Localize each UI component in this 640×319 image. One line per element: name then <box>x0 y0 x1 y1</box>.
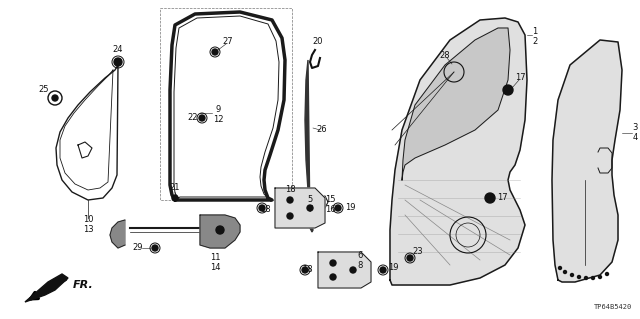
Text: TP64B5420: TP64B5420 <box>594 304 632 310</box>
Circle shape <box>380 267 386 273</box>
Circle shape <box>307 205 313 211</box>
Polygon shape <box>390 18 527 285</box>
Text: 29: 29 <box>132 243 143 253</box>
Circle shape <box>259 205 265 211</box>
Circle shape <box>114 58 122 66</box>
Text: 17: 17 <box>497 194 508 203</box>
Circle shape <box>485 193 495 203</box>
Circle shape <box>577 276 580 278</box>
Text: 27: 27 <box>223 38 234 47</box>
Circle shape <box>287 213 293 219</box>
Text: 2: 2 <box>532 38 538 47</box>
Text: 19: 19 <box>345 204 355 212</box>
Text: 26: 26 <box>317 125 327 135</box>
Text: 28: 28 <box>440 50 451 60</box>
Polygon shape <box>318 252 371 288</box>
Text: 4: 4 <box>632 133 637 143</box>
Polygon shape <box>552 40 622 282</box>
Circle shape <box>559 266 561 270</box>
Circle shape <box>216 226 224 234</box>
Text: 11: 11 <box>210 254 220 263</box>
Circle shape <box>598 276 602 278</box>
Polygon shape <box>25 274 68 302</box>
Text: 23: 23 <box>413 248 423 256</box>
Circle shape <box>152 245 158 251</box>
Circle shape <box>199 115 205 121</box>
Text: 18: 18 <box>301 265 312 275</box>
Text: 14: 14 <box>210 263 220 272</box>
Text: FR.: FR. <box>73 280 93 290</box>
Text: 19: 19 <box>388 263 398 272</box>
Text: 5: 5 <box>307 196 312 204</box>
Text: 10: 10 <box>83 216 93 225</box>
Circle shape <box>563 271 566 273</box>
Text: 7: 7 <box>307 205 313 214</box>
Circle shape <box>302 267 308 273</box>
Text: 3: 3 <box>632 123 637 132</box>
Text: 18: 18 <box>285 186 295 195</box>
Circle shape <box>503 85 513 95</box>
Text: 20: 20 <box>313 38 323 47</box>
Polygon shape <box>200 215 240 248</box>
Circle shape <box>605 272 609 276</box>
Text: 17: 17 <box>515 73 525 83</box>
Text: 8: 8 <box>357 261 363 270</box>
Polygon shape <box>305 60 313 232</box>
Text: 9: 9 <box>216 106 221 115</box>
Text: 1: 1 <box>532 27 538 36</box>
Circle shape <box>330 260 336 266</box>
Text: 16: 16 <box>324 205 335 214</box>
Circle shape <box>584 277 588 279</box>
Text: 6: 6 <box>357 250 363 259</box>
Circle shape <box>407 255 413 261</box>
Text: 12: 12 <box>212 115 223 124</box>
Text: 24: 24 <box>113 46 124 55</box>
Circle shape <box>350 267 356 273</box>
Circle shape <box>330 274 336 280</box>
Polygon shape <box>275 188 325 228</box>
Circle shape <box>570 273 573 277</box>
Circle shape <box>212 49 218 55</box>
Circle shape <box>335 205 341 211</box>
Bar <box>160 8 292 200</box>
Circle shape <box>591 277 595 279</box>
Text: 25: 25 <box>39 85 49 94</box>
Circle shape <box>287 197 293 203</box>
Text: 22: 22 <box>188 114 198 122</box>
Text: 21: 21 <box>170 183 180 192</box>
Text: 15: 15 <box>324 196 335 204</box>
Polygon shape <box>110 220 125 248</box>
Circle shape <box>172 195 178 201</box>
Text: 13: 13 <box>83 226 93 234</box>
Text: 18: 18 <box>260 205 270 214</box>
Polygon shape <box>402 28 510 180</box>
Circle shape <box>52 95 58 101</box>
